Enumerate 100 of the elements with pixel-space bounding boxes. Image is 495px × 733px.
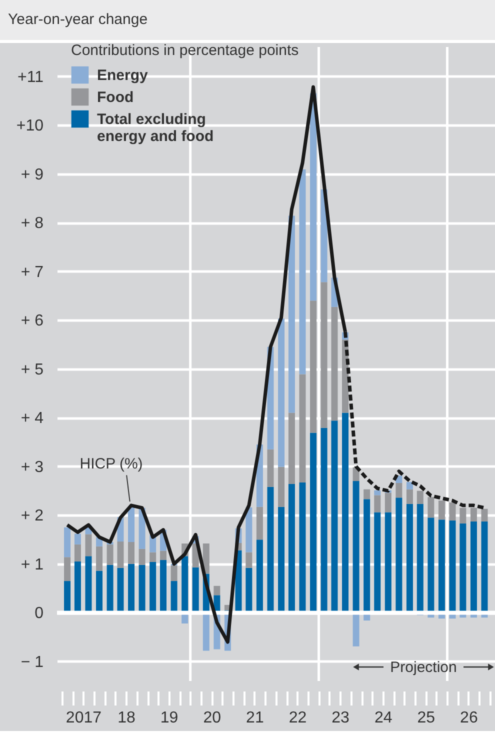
- bar: [384, 512, 392, 613]
- bar: [384, 492, 392, 512]
- bar: [267, 486, 274, 613]
- annotation: HICP (%): [80, 455, 143, 472]
- bar: [170, 581, 178, 613]
- x-tick-label: 23: [332, 710, 350, 726]
- bar: [299, 482, 306, 613]
- y-tick-label: +10: [16, 118, 44, 135]
- bar: [138, 548, 146, 565]
- bar: [160, 550, 167, 560]
- bar: [256, 506, 263, 540]
- bar: [320, 428, 328, 613]
- bar: [117, 568, 124, 613]
- legend-label: Energy: [97, 67, 149, 84]
- bar: [85, 534, 92, 556]
- bar: [310, 432, 317, 613]
- bar: [288, 484, 295, 613]
- bar: [150, 562, 156, 613]
- bar: [64, 557, 71, 582]
- bar: [128, 542, 135, 564]
- bar: [310, 93, 317, 301]
- bar: [449, 502, 456, 521]
- y-tick-label: + 5: [20, 361, 44, 378]
- y-tick-label: + 3: [20, 458, 44, 476]
- bar: [288, 216, 295, 413]
- bar: [374, 490, 381, 496]
- bar: [299, 374, 306, 483]
- bar: [64, 527, 71, 558]
- y-tick-label: + 8: [20, 215, 44, 232]
- x-tick-label: 21: [246, 710, 264, 726]
- x-tick-label: 19: [160, 710, 178, 726]
- y-tick-label: + 4: [20, 410, 44, 428]
- bar: [364, 499, 370, 613]
- bar: [449, 520, 456, 613]
- y-tick-label: + 6: [20, 312, 44, 330]
- bar: [74, 562, 81, 613]
- bar: [396, 498, 402, 613]
- bar: [106, 564, 114, 613]
- x-tick-label: 2017: [66, 710, 102, 726]
- bar: [246, 507, 252, 552]
- bar: [416, 490, 424, 504]
- bar: [352, 612, 360, 646]
- bar: [406, 489, 413, 504]
- bar: [299, 169, 306, 374]
- bar: [470, 522, 477, 613]
- bar: [246, 552, 252, 568]
- bar: [310, 300, 317, 433]
- bar: [460, 523, 466, 613]
- bar: [396, 482, 402, 498]
- y-tick-label: + 9: [20, 166, 44, 184]
- legend-title: Contributions in percentage points: [71, 42, 299, 59]
- bar: [342, 412, 349, 613]
- bar: [352, 481, 360, 613]
- bar: [160, 560, 167, 613]
- x-tick-label: 24: [374, 710, 392, 726]
- bar: [438, 520, 445, 613]
- bar: [406, 504, 413, 613]
- bar: [438, 500, 445, 520]
- chart-title: Year-on-year change: [0, 0, 495, 40]
- bar: [202, 612, 210, 651]
- y-tick-label: 0: [34, 605, 44, 622]
- y-tick-label: + 2: [20, 508, 44, 525]
- bar: [460, 508, 466, 524]
- bar: [74, 534, 81, 544]
- bar: [214, 586, 220, 596]
- y-tick-label: +11: [18, 68, 44, 86]
- legend-label: Food: [97, 89, 134, 106]
- x-tick-label: 26: [460, 710, 478, 726]
- bar: [374, 495, 381, 512]
- bar: [128, 507, 135, 542]
- bar: [481, 508, 488, 522]
- bar: [96, 546, 103, 571]
- bar: [150, 552, 156, 562]
- bar: [278, 318, 285, 467]
- legend-label: Total excluding energy and food: [97, 111, 214, 145]
- bar: [288, 412, 295, 484]
- bar: [74, 544, 81, 562]
- bar: [278, 466, 285, 507]
- bar: [428, 497, 434, 518]
- bar: [192, 567, 199, 613]
- y-tick-label: + 7: [20, 264, 44, 281]
- bar: [428, 518, 434, 613]
- bar: [406, 482, 413, 490]
- bar: [202, 543, 210, 574]
- bar: [246, 568, 252, 613]
- bar: [96, 570, 103, 613]
- y-tick-label: + 1: [20, 556, 44, 574]
- bar: [331, 306, 338, 421]
- x-tick-label: 18: [118, 710, 136, 726]
- x-tick-label: 25: [417, 710, 436, 726]
- y-tick-label: − 1: [20, 654, 44, 671]
- bar: [320, 282, 328, 428]
- bar: [278, 506, 285, 613]
- bar: [106, 544, 114, 565]
- bar: [128, 564, 135, 613]
- annotation: Projection: [390, 659, 457, 676]
- bar: [481, 522, 488, 613]
- bar: [416, 504, 424, 613]
- bar: [64, 581, 71, 613]
- bar: [267, 449, 274, 487]
